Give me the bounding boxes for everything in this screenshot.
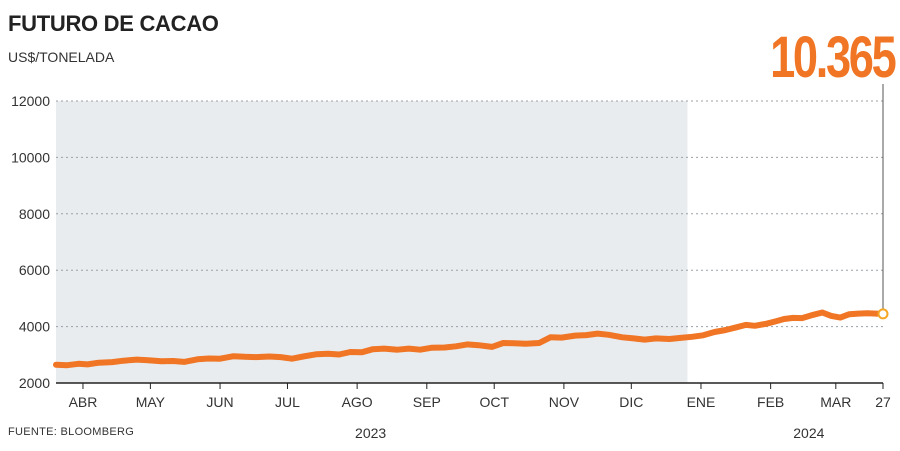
- x-tick-label: JUN: [206, 394, 233, 410]
- latest-value-marker: [877, 308, 889, 320]
- x-tick-label: MAR: [820, 394, 851, 410]
- y-tick-label: 8000: [19, 206, 50, 222]
- y-tick-label: 6000: [19, 262, 50, 278]
- x-tick-label: DIC: [619, 394, 643, 410]
- y-tick-label: 4000: [19, 319, 50, 335]
- y-tick-label: 10000: [11, 149, 50, 165]
- price-line: [53, 309, 886, 369]
- y-tick-label: 2000: [19, 375, 50, 391]
- y-unit-label: US$/TONELADA: [8, 49, 115, 65]
- x-tick-label: AGO: [342, 394, 373, 410]
- x-tick-label: NOV: [549, 394, 580, 410]
- year-label: 2023: [355, 425, 386, 441]
- x-tick-label: SEP: [413, 394, 441, 410]
- x-tick-label: 27: [875, 394, 891, 410]
- year-2023-shade: [56, 101, 688, 383]
- x-tick-label: ENE: [687, 394, 716, 410]
- x-tick-label: ABR: [69, 394, 98, 410]
- y-tick-label: 12000: [11, 93, 50, 109]
- x-tick-label: OCT: [479, 394, 509, 410]
- x-tick-label: JUL: [275, 394, 300, 410]
- chart-title: FUTURO DE CACAO: [8, 11, 219, 36]
- latest-value-label: 10.365: [769, 25, 897, 90]
- year-label: 2024: [793, 425, 824, 441]
- x-tick-label: FEB: [757, 394, 784, 410]
- source-note: FUENTE: BLOOMBERG: [8, 426, 135, 438]
- x-tick-label: MAY: [136, 394, 166, 410]
